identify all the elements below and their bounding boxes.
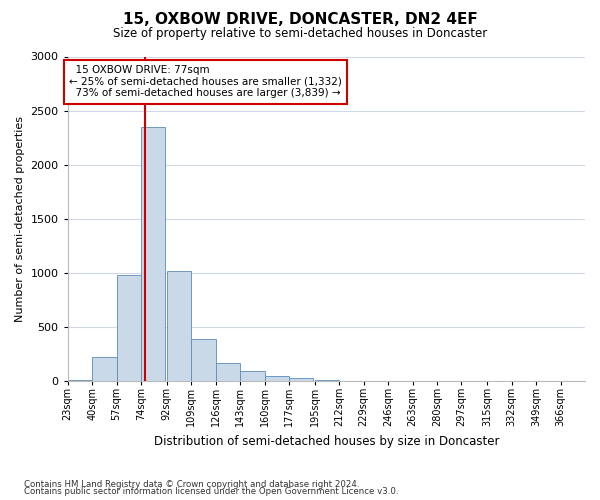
- Bar: [315, 380, 339, 381]
- Bar: [141, 127, 166, 381]
- Bar: [92, 358, 116, 381]
- Y-axis label: Number of semi-detached properties: Number of semi-detached properties: [15, 116, 25, 322]
- Bar: [68, 380, 92, 381]
- Bar: [116, 275, 141, 381]
- Bar: [216, 363, 240, 381]
- Text: 15, OXBOW DRIVE, DONCASTER, DN2 4EF: 15, OXBOW DRIVE, DONCASTER, DN2 4EF: [122, 12, 478, 28]
- Bar: [240, 372, 265, 381]
- Text: 15 OXBOW DRIVE: 77sqm
← 25% of semi-detached houses are smaller (1,332)
  73% of: 15 OXBOW DRIVE: 77sqm ← 25% of semi-deta…: [69, 65, 342, 98]
- Bar: [339, 380, 364, 381]
- Text: Size of property relative to semi-detached houses in Doncaster: Size of property relative to semi-detach…: [113, 28, 487, 40]
- Bar: [191, 339, 216, 381]
- Bar: [364, 380, 388, 381]
- Bar: [265, 376, 289, 381]
- Bar: [167, 271, 191, 381]
- X-axis label: Distribution of semi-detached houses by size in Doncaster: Distribution of semi-detached houses by …: [154, 434, 499, 448]
- Text: Contains public sector information licensed under the Open Government Licence v3: Contains public sector information licen…: [24, 488, 398, 496]
- Bar: [289, 378, 313, 381]
- Text: Contains HM Land Registry data © Crown copyright and database right 2024.: Contains HM Land Registry data © Crown c…: [24, 480, 359, 489]
